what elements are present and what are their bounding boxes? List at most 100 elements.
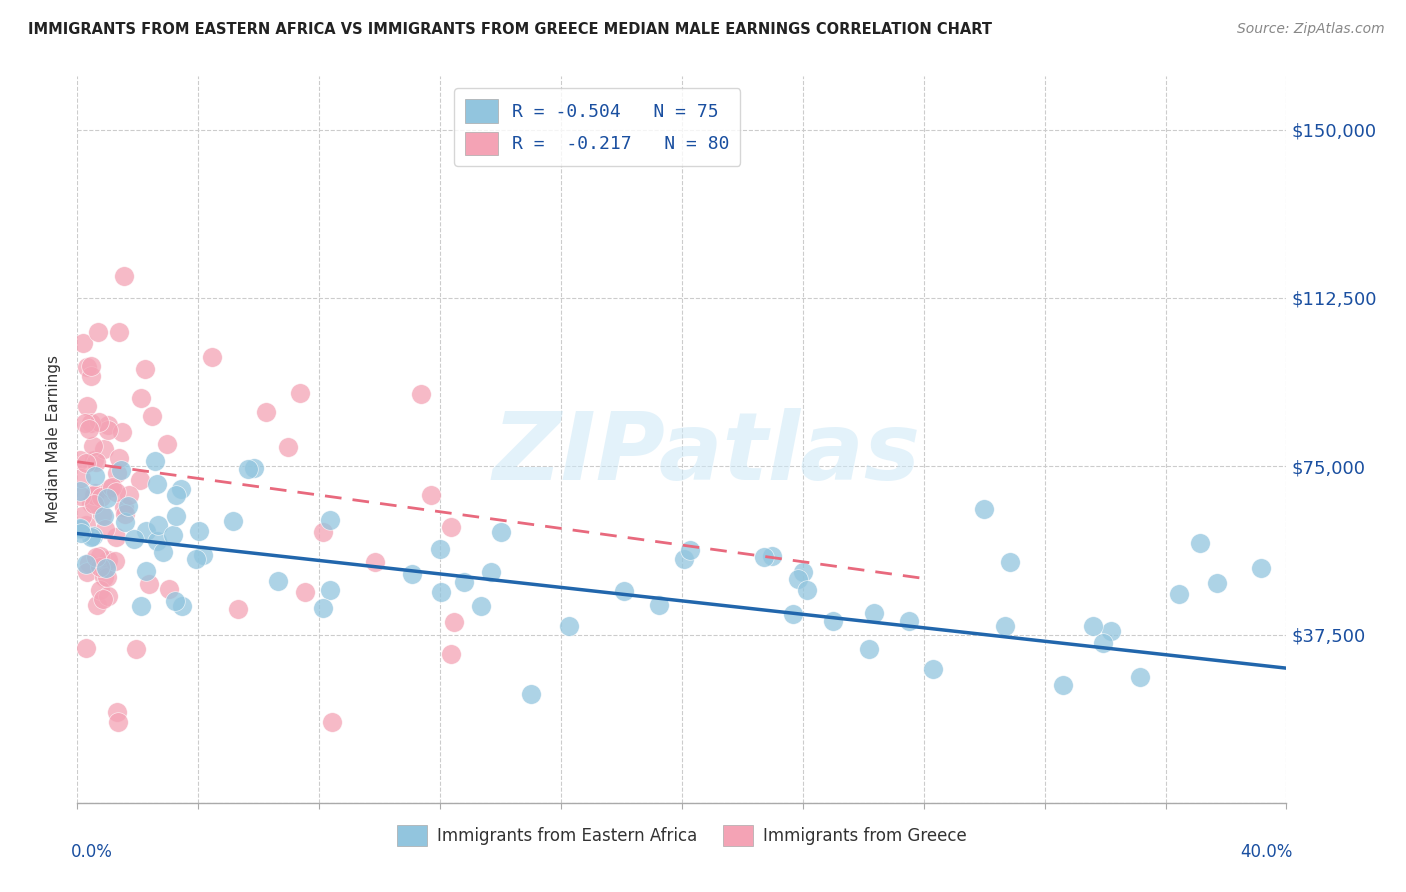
Point: [998, 555, 1021, 569]
Point: [364, 555, 387, 569]
Point: [294, 585, 316, 599]
Point: [135, 565, 157, 579]
Point: [89, 559, 111, 574]
Point: [69, 522, 91, 536]
Point: [481, 565, 503, 579]
Point: [76, 565, 98, 579]
Point: [70, 508, 93, 523]
Point: [76, 399, 98, 413]
Point: [77, 422, 100, 436]
Point: [440, 648, 463, 662]
Point: [84, 455, 107, 469]
Point: [90, 490, 112, 504]
Point: [134, 362, 156, 376]
Point: [152, 544, 174, 558]
Point: [1129, 670, 1152, 684]
Point: [80, 368, 103, 383]
Point: [156, 437, 179, 451]
Point: [93, 442, 115, 457]
Point: [83, 487, 105, 501]
Point: [796, 582, 818, 597]
Point: [117, 499, 139, 513]
Point: [75, 417, 97, 431]
Point: [673, 552, 696, 566]
Point: [401, 567, 423, 582]
Point: [75, 456, 97, 470]
Point: [69, 483, 91, 498]
Point: [93, 521, 115, 535]
Point: [135, 524, 157, 538]
Point: [80, 530, 103, 544]
Point: [443, 615, 465, 629]
Point: [89, 582, 111, 597]
Point: [101, 480, 124, 494]
Point: [290, 386, 312, 401]
Point: [83, 469, 105, 483]
Point: [94, 561, 117, 575]
Point: [87, 416, 110, 430]
Point: [93, 508, 115, 523]
Point: [129, 391, 152, 405]
Point: [921, 662, 943, 676]
Point: [165, 488, 187, 502]
Point: [89, 549, 111, 564]
Point: [91, 508, 114, 522]
Point: [105, 705, 128, 719]
Point: [243, 461, 266, 475]
Point: [1081, 619, 1104, 633]
Point: [75, 640, 97, 655]
Point: [112, 268, 135, 283]
Point: [96, 491, 118, 506]
Point: [83, 485, 105, 500]
Point: [267, 574, 290, 588]
Point: [858, 641, 880, 656]
Point: [75, 558, 97, 572]
Point: [787, 572, 810, 586]
Point: [143, 454, 166, 468]
Point: [429, 541, 451, 556]
Y-axis label: Median Male Earnings: Median Male Earnings: [46, 355, 62, 524]
Point: [146, 533, 169, 548]
Point: [114, 515, 136, 529]
Point: [77, 556, 100, 570]
Point: [69, 453, 91, 467]
Point: [823, 614, 845, 628]
Point: [105, 484, 128, 499]
Point: [82, 438, 104, 452]
Point: [897, 614, 920, 628]
Point: [318, 582, 340, 597]
Point: [87, 326, 110, 340]
Point: [84, 549, 107, 564]
Point: [96, 570, 118, 584]
Point: [108, 325, 131, 339]
Point: [97, 418, 120, 433]
Point: [1099, 624, 1122, 638]
Point: [80, 496, 103, 510]
Point: [1167, 587, 1189, 601]
Point: [162, 528, 184, 542]
Point: [1250, 560, 1272, 574]
Point: [75, 517, 97, 532]
Point: [146, 517, 169, 532]
Point: [1052, 678, 1074, 692]
Point: [96, 423, 118, 437]
Point: [105, 466, 128, 480]
Point: [430, 584, 453, 599]
Point: [110, 463, 132, 477]
Point: [72, 335, 94, 350]
Point: [125, 641, 148, 656]
Point: [105, 530, 128, 544]
Point: [312, 600, 335, 615]
Point: [138, 577, 160, 591]
Point: [170, 599, 193, 613]
Point: [104, 553, 127, 567]
Point: [470, 599, 492, 613]
Point: [679, 542, 702, 557]
Point: [70, 471, 93, 485]
Point: [122, 533, 145, 547]
Point: [98, 481, 121, 495]
Point: [79, 416, 101, 430]
Point: [83, 453, 105, 467]
Point: [761, 549, 783, 563]
Point: [83, 497, 105, 511]
